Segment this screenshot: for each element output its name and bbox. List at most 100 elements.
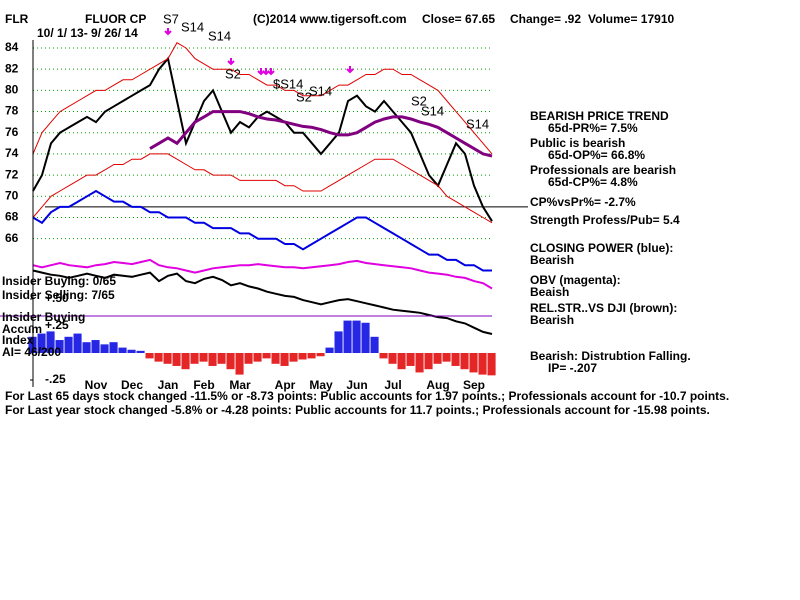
x-tick-label: Jan xyxy=(158,378,179,392)
accum-bar xyxy=(100,344,109,353)
insider-text: Index xyxy=(2,333,34,347)
side-text: Professionals are bearish xyxy=(530,163,676,177)
accum-bar xyxy=(235,353,244,375)
volume: Volume= 17910 xyxy=(588,12,674,26)
accum-bar xyxy=(154,353,163,362)
accum-bar xyxy=(325,347,334,353)
series-line xyxy=(149,110,493,158)
x-tick-label: Jul xyxy=(384,378,401,392)
x-tick-label: May xyxy=(309,378,333,392)
insider: Insider Buying: 0/65 Insider Selling: 7/… xyxy=(2,274,116,359)
side-text: Public is bearish xyxy=(530,136,625,150)
accum-bar xyxy=(433,353,442,364)
accum-bar xyxy=(460,353,469,370)
signal: S14 xyxy=(309,83,332,98)
side-text: Bearish xyxy=(530,253,574,267)
accum-bar xyxy=(172,353,181,366)
accum-bar xyxy=(478,353,487,375)
accum-bar xyxy=(289,353,298,362)
x-tick-label: Feb xyxy=(193,378,214,392)
y-tick-label: 72 xyxy=(5,167,19,181)
accum-bar xyxy=(226,353,235,370)
accum-bar xyxy=(118,347,127,353)
accum-bar xyxy=(253,353,262,362)
accum-bar xyxy=(73,333,82,353)
accum-bar xyxy=(217,353,226,364)
accum-bar xyxy=(136,350,145,353)
y-tick-label: 84 xyxy=(5,40,19,54)
series-line xyxy=(32,189,492,272)
close: Close= 67.65 xyxy=(422,12,495,26)
side-text: Bearish: Distrubtion Falling. xyxy=(530,349,691,363)
accum-bar xyxy=(406,353,415,366)
accum-bar xyxy=(451,353,460,366)
accum-bar xyxy=(424,353,433,370)
date-range: 10/ 1/ 13- 9/ 26/ 14 xyxy=(37,26,138,40)
signal: S14 xyxy=(208,28,231,43)
x-tick-label: Nov xyxy=(85,378,108,392)
copyright: (C)2014 www.tigersoft.com xyxy=(253,12,407,26)
x-tick-label: Dec xyxy=(121,378,143,392)
accum-bar xyxy=(244,353,253,364)
series-line xyxy=(32,269,493,335)
plot: 66 68 70 72 74 76 78 80 82 84 Nov Dec Jan Feb Mar Apr Ma… xyxy=(5,40,528,392)
insider-text: AI= 46/200 xyxy=(2,345,61,359)
symbol: FLR xyxy=(5,12,29,26)
accum-bar xyxy=(109,342,118,353)
accum-bar xyxy=(145,353,154,359)
insider-text: Accum xyxy=(2,322,42,336)
signal: S2 xyxy=(296,89,312,104)
y-tick-label: -.25 xyxy=(45,372,66,386)
series-line xyxy=(32,42,493,155)
insider-text: Insider Buying xyxy=(2,310,85,324)
side-text: BEARISH PRICE TREND xyxy=(530,109,669,123)
accum-bar xyxy=(262,353,271,359)
accum-bar xyxy=(487,353,496,376)
accum-bar xyxy=(316,353,325,357)
side-panel: BEARISH PRICE TREND 65d-PR%= 7.5% Public… xyxy=(530,109,691,375)
footer-text: For Last 65 days stock changed -11.5% or… xyxy=(5,389,729,403)
accum-bar xyxy=(82,342,91,353)
accum-bar xyxy=(361,322,370,353)
accum-bar xyxy=(280,353,289,366)
accum-bar xyxy=(334,331,343,353)
accum-bar xyxy=(208,353,217,366)
accum-bar xyxy=(343,320,352,353)
y-tick-label: 70 xyxy=(5,188,19,202)
signal: S7 xyxy=(163,11,179,26)
series-line xyxy=(32,153,493,224)
y-tick-label: 78 xyxy=(5,104,19,118)
y-tick-label: 68 xyxy=(5,210,19,224)
x-tick-label: Aug xyxy=(426,378,449,392)
side-text: CLOSING POWER (blue): xyxy=(530,241,673,255)
signal: $S14 xyxy=(273,76,303,91)
signal-arrows xyxy=(164,28,354,76)
side-text: Strength Profess/Pub= 5.4 xyxy=(530,213,680,227)
series-line xyxy=(32,258,493,290)
y-tick-label: 76 xyxy=(5,125,19,139)
signal: S14 xyxy=(421,103,444,118)
accum-bar xyxy=(55,340,64,353)
insider-text: Insider Selling: 7/65 xyxy=(2,288,115,302)
side-text: REL.STR..VS DJI (brown): xyxy=(530,301,677,315)
x-tick-label: Mar xyxy=(229,378,251,392)
signal: S2 xyxy=(225,66,241,81)
signal: S14 xyxy=(181,19,204,34)
accum-bar xyxy=(46,331,55,353)
side-text: IP= -.207 xyxy=(548,361,597,375)
x-tick-label: Apr xyxy=(275,378,296,392)
accum-bar xyxy=(415,353,424,373)
y-tick-label: 82 xyxy=(5,61,19,75)
accum-bar xyxy=(163,353,172,364)
accum-bar xyxy=(127,349,136,353)
accum-bar xyxy=(199,353,208,362)
side-text: 65d-OP%= 66.8% xyxy=(548,148,645,162)
side-text: 65d-PR%= 7.5% xyxy=(548,121,638,135)
accum-bar xyxy=(352,320,361,353)
change: Change= .92 xyxy=(510,12,581,26)
header: FLR FLUOR CP (C)2014 www.tigersoft.com C… xyxy=(5,12,674,40)
x-tick-label: Sep xyxy=(463,378,485,392)
accum-bar xyxy=(271,353,280,364)
